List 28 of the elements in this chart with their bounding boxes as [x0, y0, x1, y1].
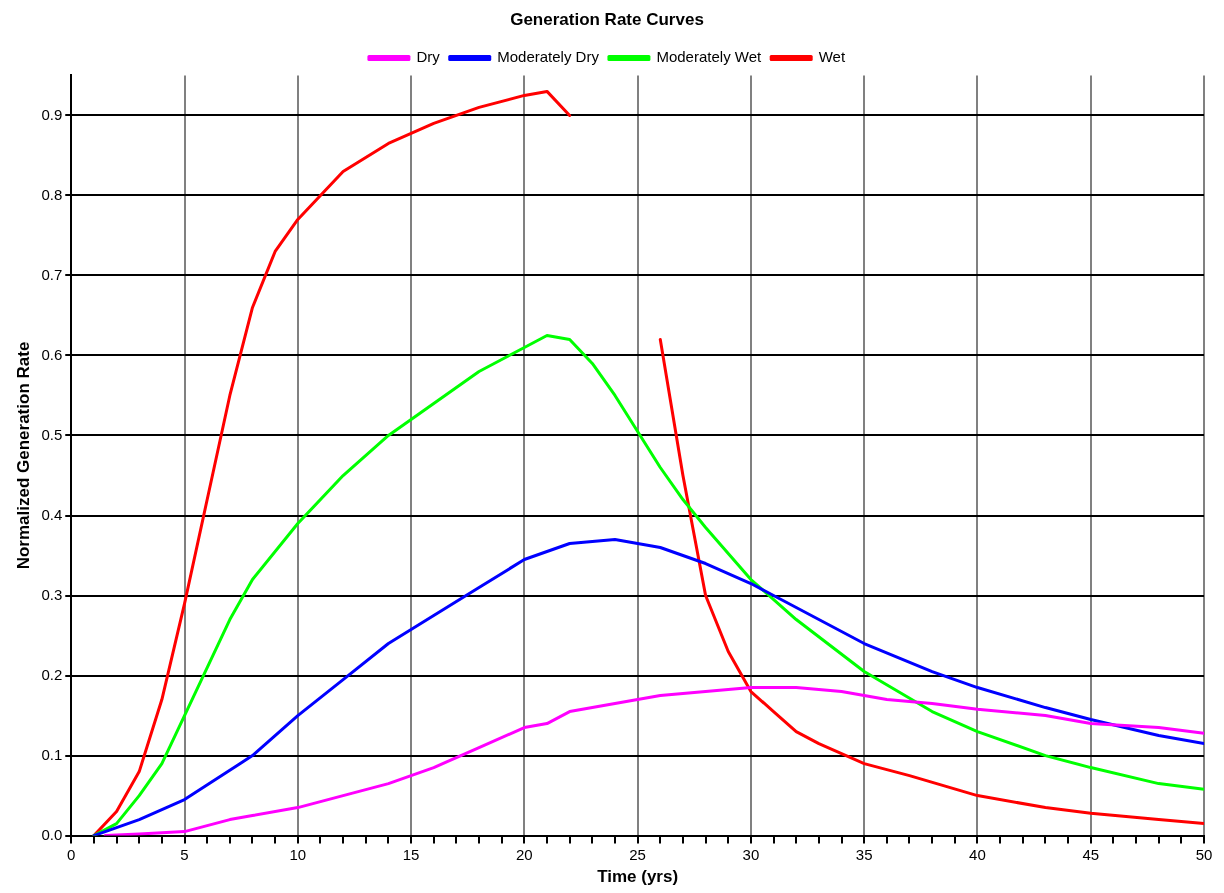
x-tick-label: 45 [1082, 845, 1100, 863]
y-tick-label: 0.3 [41, 585, 63, 603]
legend-label: Moderately Dry [497, 48, 600, 66]
x-tick-label: 50 [1195, 845, 1213, 863]
x-tick-label: 10 [289, 845, 307, 863]
x-tick-label: 0 [67, 845, 76, 863]
x-tick-label: 35 [855, 845, 873, 863]
legend-label: Wet [818, 48, 846, 66]
y-tick-label: 0.5 [41, 425, 63, 443]
x-tick-label: 20 [516, 845, 533, 863]
x-tick-label: 40 [969, 845, 986, 863]
y-tick-label: 0.0 [41, 825, 63, 843]
y-tick-label: 0.6 [41, 345, 63, 363]
y-tick-label: 0.1 [41, 745, 63, 763]
y-tick-label: 0.9 [41, 105, 63, 123]
y-tick-label: 0.2 [41, 665, 63, 683]
x-tick-label: 25 [629, 845, 646, 863]
x-tick-label: 30 [742, 845, 760, 863]
x-axis-title: Time (yrs) [597, 867, 679, 887]
x-tick-label: 15 [402, 845, 420, 863]
x-tick-label: 5 [180, 845, 189, 863]
legend-label: Dry [416, 48, 441, 66]
y-tick-label: 0.8 [41, 185, 63, 203]
legend-label: Moderately Wet [656, 48, 763, 66]
y-axis-title: Normalized Generation Rate [13, 341, 33, 570]
y-tick-label: 0.4 [41, 505, 63, 523]
chart-title: Generation Rate Curves [510, 9, 704, 29]
y-tick-label: 0.7 [41, 265, 63, 283]
